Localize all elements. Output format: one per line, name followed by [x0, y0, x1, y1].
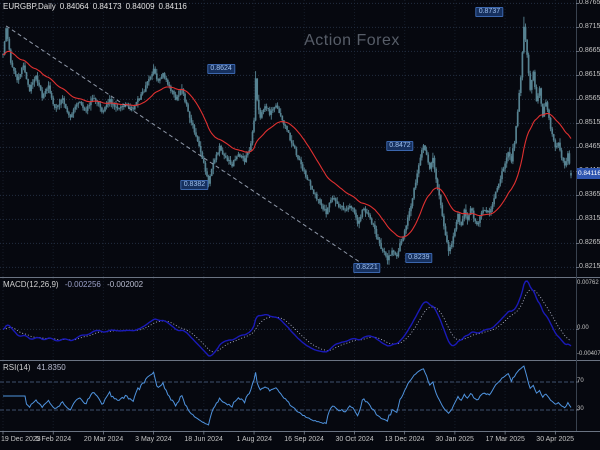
ohlc-close-value: 0.84116 — [158, 2, 187, 11]
macd-indicator-name: MACD(12,26,9) — [3, 280, 59, 289]
macd-signal-line — [2, 289, 572, 353]
moving-average-line — [2, 50, 572, 238]
rsi-level-70-label: 70 — [577, 378, 584, 384]
symbol-period-label: EURGBP,Daily — [3, 2, 56, 11]
rsi-line — [3, 365, 572, 426]
macd-axis-max-label: 0.00762 — [577, 280, 599, 286]
ohlc-low-value: 0.84009 — [125, 2, 155, 11]
candle-bodies — [2, 26, 572, 261]
rsi-panel-label: RSI(14) 41.8350 — [3, 363, 66, 372]
current-price-label: 0.84116 — [577, 167, 600, 179]
candle-wicks — [2, 16, 572, 265]
watermark: Action Forex — [304, 32, 400, 49]
macd-axis-min-label: -0.004073 — [577, 351, 600, 357]
macd-axis-zero-label: 0.00 — [577, 325, 589, 332]
ohlc-high-value: 0.84173 — [92, 2, 122, 11]
trendline[interactable] — [5, 25, 368, 268]
rsi-indicator-name: RSI(14) — [3, 363, 31, 372]
chart-title: EURGBP,Daily 0.84064 0.84173 0.84009 0.84116 — [3, 2, 191, 11]
rsi-current-value: 41.8350 — [36, 363, 66, 372]
macd-signal-value: -0.002002 — [107, 280, 144, 289]
rsi-level-30-label: 30 — [577, 406, 584, 412]
macd-line — [2, 280, 572, 357]
ohlc-open-value: 0.84064 — [59, 2, 89, 11]
macd-panel-label: MACD(12,26,9) -0.002256 -0.002002 — [3, 280, 143, 289]
macd-current-value: -0.002256 — [64, 280, 101, 289]
